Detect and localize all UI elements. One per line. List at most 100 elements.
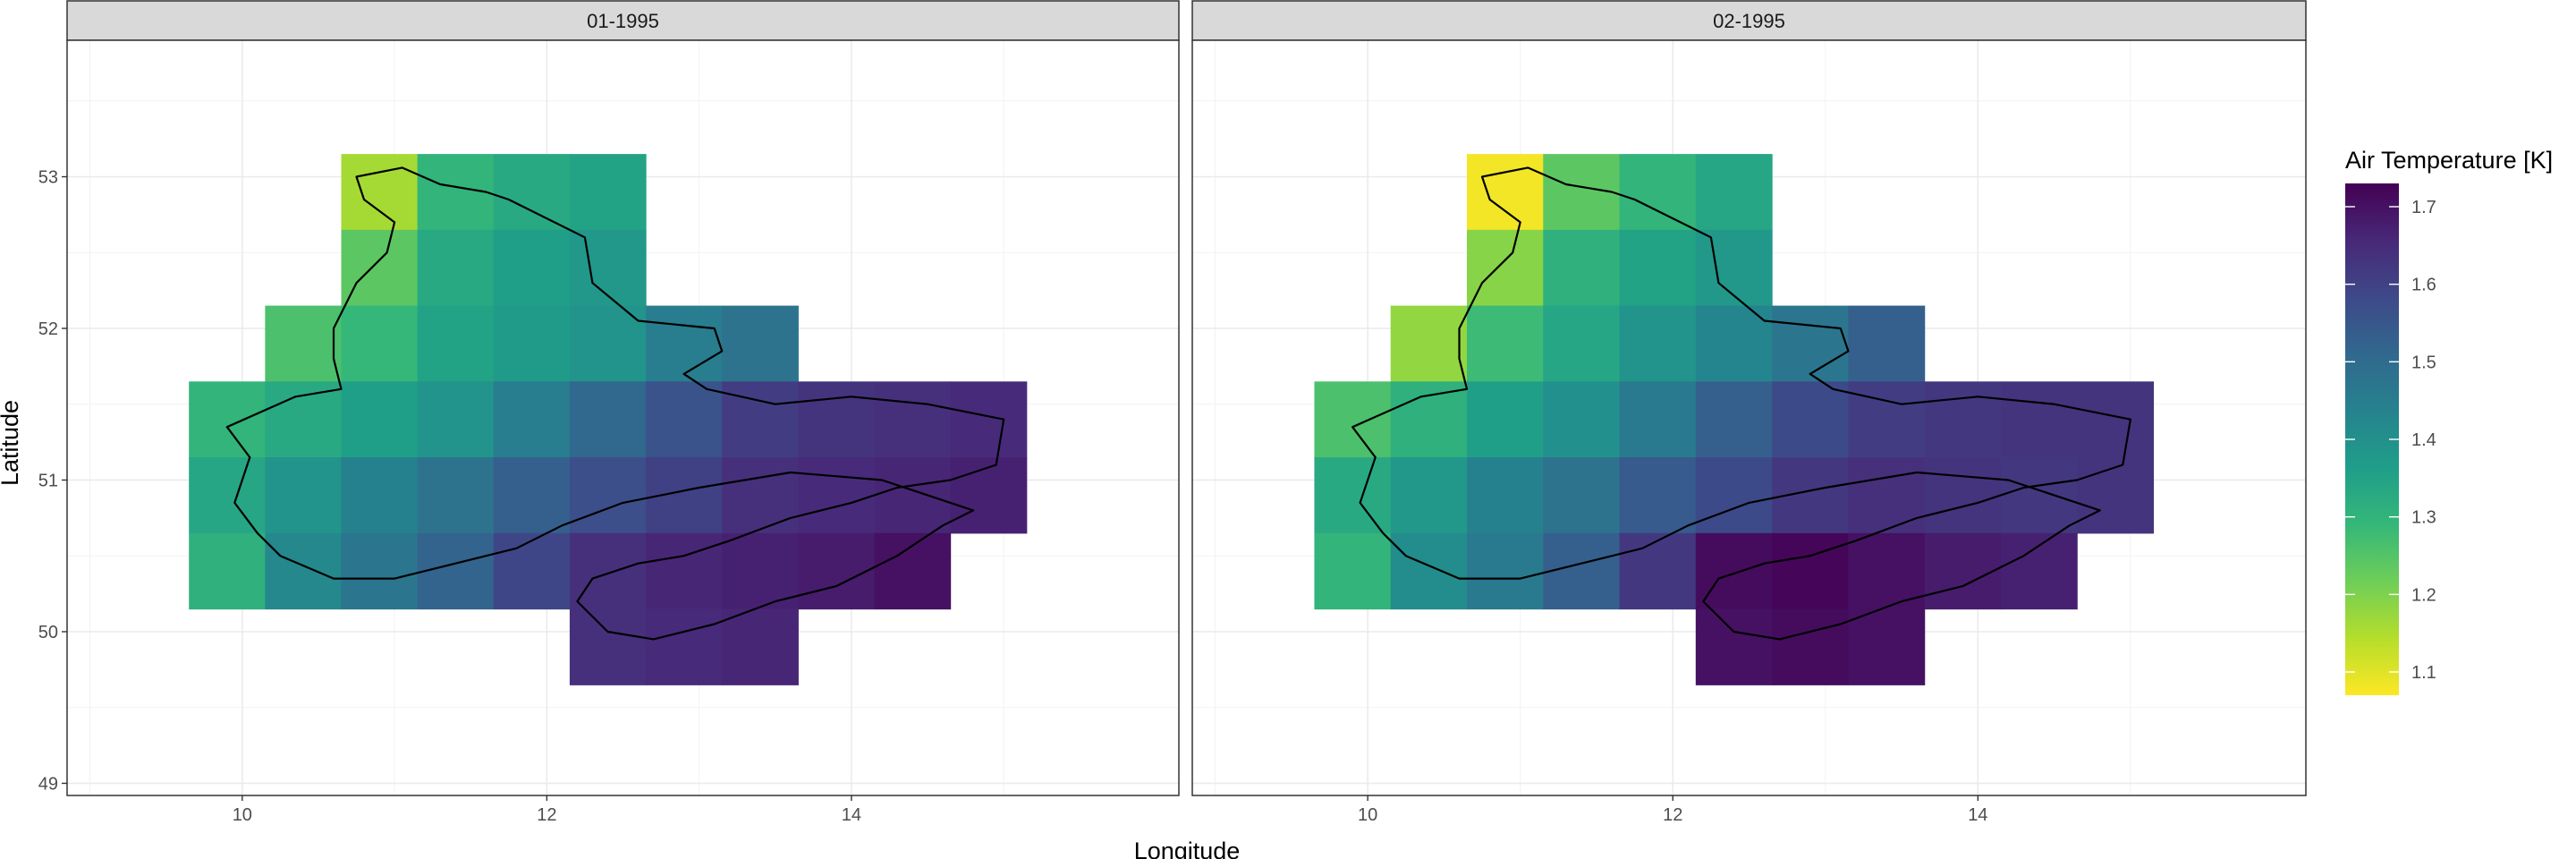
heat-tile: [493, 229, 571, 307]
y-tick-label: 52: [38, 319, 58, 339]
x-tick-label: 14: [1968, 805, 1987, 825]
y-tick-label: 51: [38, 471, 58, 490]
tile-layer: [189, 154, 1028, 685]
heat-tile: [493, 532, 571, 610]
heat-tile: [1772, 381, 1849, 458]
x-tick-label: 14: [842, 805, 861, 825]
heat-tile: [417, 229, 495, 307]
heat-tile: [1695, 154, 1773, 231]
heat-tile: [1695, 229, 1773, 307]
heat-tile: [265, 305, 343, 382]
region-boundary: [1351, 166, 2131, 641]
heat-tile: [417, 532, 495, 610]
heat-tile: [1772, 608, 1849, 685]
tile-layer: [1314, 154, 2155, 685]
heat-tile: [1543, 532, 1621, 610]
legend-tick-label: 1.3: [2411, 508, 2436, 528]
heat-tile: [1924, 457, 2002, 534]
heat-tile: [569, 154, 647, 231]
x-tick-label: 10: [233, 805, 252, 825]
heat-tile: [189, 532, 266, 610]
heat-tile: [2000, 381, 2078, 458]
heat-tile: [189, 457, 266, 534]
heat-tile: [1619, 229, 1697, 307]
y-axis-title: Latitude: [0, 400, 23, 486]
heat-tile: [722, 608, 799, 685]
y-tick-label: 49: [38, 774, 58, 794]
heat-tile: [1390, 457, 1468, 534]
heat-tile: [493, 457, 571, 534]
heat-tile: [1466, 532, 1544, 610]
legend-tick-label: 1.7: [2411, 198, 2436, 217]
facet-strip-label: 01-1995: [587, 10, 659, 32]
heat-tile: [722, 532, 799, 610]
heat-tile: [722, 305, 799, 382]
heat-tile: [1848, 608, 1926, 685]
heat-tile: [1543, 229, 1621, 307]
heat-tile: [341, 229, 419, 307]
heat-tile: [2077, 457, 2155, 534]
facet-panel: 02-1995 10 12 14: [1191, 0, 2307, 825]
facet-panel: 01-1995 10 12 14 49 50 51 52 53: [38, 0, 1180, 825]
panel-border: [66, 39, 1180, 796]
heat-tile: [417, 305, 495, 382]
heat-tile: [1466, 154, 1544, 231]
heat-tile: [569, 381, 647, 458]
heat-tile: [1848, 457, 1926, 534]
heat-tile: [722, 457, 799, 534]
heat-tile: [1924, 381, 2002, 458]
heat-tile: [493, 154, 571, 231]
heat-tile: [646, 381, 723, 458]
heat-tile: [569, 305, 647, 382]
panel-border: [1191, 39, 2307, 796]
heat-tile: [1695, 305, 1773, 382]
color-legend: Air Temperature [K] 1.11.21.31.41.51.61.…: [2345, 147, 2553, 695]
heat-tile: [1314, 381, 1392, 458]
heat-tile: [798, 457, 876, 534]
x-tick-label: 12: [537, 805, 556, 825]
heat-tile: [1543, 154, 1621, 231]
heat-tile: [265, 381, 343, 458]
heat-tile: [1619, 305, 1697, 382]
heat-tile: [417, 457, 495, 534]
heat-tile: [341, 457, 419, 534]
facet-strip-label: 02-1995: [1713, 10, 1785, 32]
heat-tile: [1848, 305, 1926, 382]
heat-tile: [189, 381, 266, 458]
heat-tile: [1848, 381, 1926, 458]
heat-tile: [1543, 381, 1621, 458]
heat-tile: [950, 457, 1028, 534]
heat-tile: [874, 457, 952, 534]
panels-layer: 01-1995 10 12 14 49 50 51 52 53 02-1995 10 12 14: [38, 0, 2307, 825]
heat-tile: [646, 305, 723, 382]
heat-tile: [1619, 457, 1697, 534]
legend-tick-label: 1.5: [2411, 353, 2436, 372]
heat-tile: [2000, 457, 2078, 534]
legend-ticks: 1.1 1.2 1.3 1.4 1.5 1.6 1.7: [2345, 198, 2436, 683]
heat-tile: [1695, 608, 1773, 685]
heat-tile: [1466, 381, 1544, 458]
legend-tick-label: 1.4: [2411, 430, 2436, 450]
heat-tile: [493, 305, 571, 382]
heat-tile: [722, 381, 799, 458]
heat-tile: [1466, 457, 1544, 534]
heat-tile: [1848, 532, 1926, 610]
heat-tile: [417, 154, 495, 231]
heat-tile: [341, 532, 419, 610]
facet-strip: [66, 0, 1180, 41]
heat-tile: [1390, 532, 1468, 610]
heat-tile: [2077, 381, 2155, 458]
legend-tick-label: 1.2: [2411, 585, 2436, 605]
x-tick-label: 10: [1358, 805, 1377, 825]
heat-tile: [265, 532, 343, 610]
heat-tile: [341, 381, 419, 458]
x-tick-label: 12: [1663, 805, 1682, 825]
y-tick-label: 50: [38, 623, 58, 642]
heat-tile: [798, 532, 876, 610]
heat-tile: [1695, 532, 1773, 610]
heat-tile: [950, 381, 1028, 458]
heat-tile: [341, 305, 419, 382]
heat-tile: [798, 381, 876, 458]
heat-tile: [1695, 381, 1773, 458]
